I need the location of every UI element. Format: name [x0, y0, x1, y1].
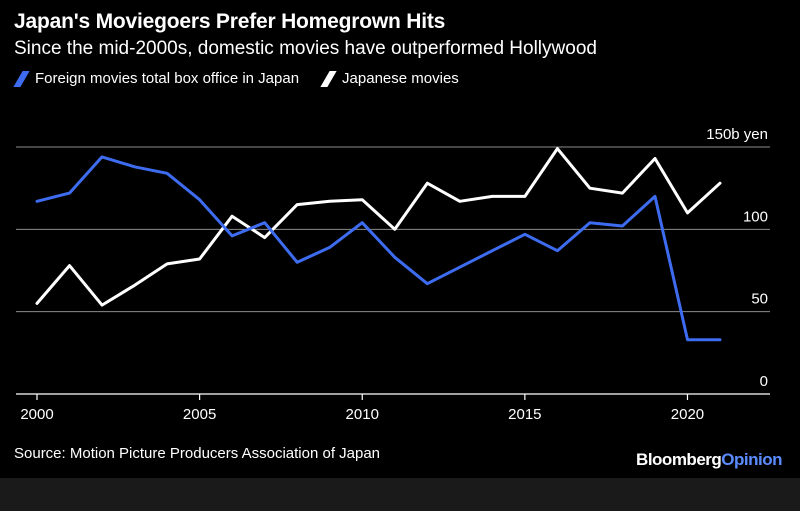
x-tick-label-2000: 2000: [20, 406, 53, 423]
brand-bloomberg: Bloomberg: [636, 450, 722, 469]
chart-subtitle: Since the mid-2000s, domestic movies hav…: [14, 38, 597, 59]
x-tick-label-2010: 2010: [346, 406, 379, 423]
legend-item-japanese: Japanese movies: [320, 70, 459, 87]
y-tick-label-50: 50: [751, 291, 768, 308]
x-tick-label-2020: 2020: [671, 406, 704, 423]
series-line-foreign: [35, 155, 722, 342]
y-tick-label-150: 150b yen: [706, 126, 768, 143]
legend-label-japanese: Japanese movies: [342, 70, 459, 87]
x-tick-label-2005: 2005: [183, 406, 216, 423]
brand-opinion: Opinion: [721, 450, 782, 469]
source-note: Source: Motion Picture Producers Associa…: [14, 445, 381, 462]
y-tick-label-0: 0: [760, 373, 768, 390]
chart-title: Japan's Moviegoers Prefer Homegrown Hits: [14, 10, 446, 33]
x-tick-label-2015: 2015: [508, 406, 541, 423]
legend-label-foreign: Foreign movies total box office in Japan: [35, 70, 300, 87]
legend-item-foreign: Foreign movies total box office in Japan: [13, 70, 300, 87]
brand-logo: BloombergOpinion: [636, 450, 782, 470]
series-line-japanese: [35, 147, 722, 307]
legend: Foreign movies total box office in Japan…: [13, 70, 481, 87]
line-chart: 0 50 100 150b yen 2000 2005 2010 2015 2020: [16, 126, 770, 423]
y-tick-label-100: 100: [743, 208, 768, 225]
bottom-band: [0, 478, 800, 511]
